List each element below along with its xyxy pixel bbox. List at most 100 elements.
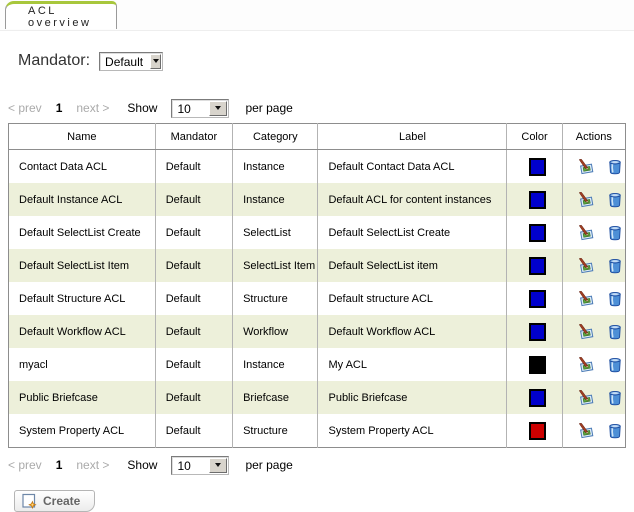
delete-acl-icon[interactable] <box>607 324 623 340</box>
create-button-label: Create <box>43 494 80 508</box>
table-row: myaclDefaultInstanceMy ACL <box>9 348 626 381</box>
per-page-label: per page <box>245 458 292 472</box>
name-cell: Contact Data ACL <box>9 150 156 184</box>
label-cell: Default Workflow ACL <box>318 315 507 348</box>
table-row: Default Instance ACLDefaultInstanceDefau… <box>9 183 626 216</box>
edit-acl-icon[interactable] <box>578 291 594 307</box>
header-actions: Actions <box>562 124 625 150</box>
delete-acl-icon[interactable] <box>607 159 623 175</box>
mandator-select[interactable]: Default <box>99 52 163 71</box>
table-row: Default Structure ACLDefaultStructureDef… <box>9 282 626 315</box>
color-swatch <box>529 158 546 176</box>
acl-table-header: Name Mandator Category Label Color Actio… <box>9 124 626 150</box>
edit-acl-icon[interactable] <box>578 390 594 406</box>
name-cell: Default Workflow ACL <box>9 315 156 348</box>
category-cell: Instance <box>233 183 318 216</box>
edit-acl-icon[interactable] <box>578 357 594 373</box>
mandator-cell: Default <box>155 150 232 184</box>
actions-cell <box>562 282 625 315</box>
page-size-select-button[interactable] <box>209 458 227 473</box>
chevron-down-icon <box>215 463 221 467</box>
prev-page-link[interactable]: < prev <box>8 101 42 115</box>
edit-acl-icon[interactable] <box>578 258 594 274</box>
actions-cell <box>562 315 625 348</box>
delete-acl-icon[interactable] <box>607 225 623 241</box>
header-label: Label <box>318 124 507 150</box>
color-cell <box>507 249 562 282</box>
acl-table-body: Contact Data ACLDefaultInstanceDefault C… <box>9 150 626 448</box>
pagination-bottom: < prev 1 next > Show 10 per page <box>8 455 634 475</box>
label-cell: Default structure ACL <box>318 282 507 315</box>
category-cell: Structure <box>233 414 318 448</box>
label-cell: Public Briefcase <box>318 381 507 414</box>
edit-acl-icon[interactable] <box>578 225 594 241</box>
edit-acl-icon[interactable] <box>578 159 594 175</box>
name-cell: Default SelectList Item <box>9 249 156 282</box>
table-row: Default Workflow ACLDefaultWorkflowDefau… <box>9 315 626 348</box>
color-swatch <box>529 323 546 341</box>
delete-acl-icon[interactable] <box>607 423 623 439</box>
mandator-cell: Default <box>155 348 232 381</box>
mandator-cell: Default <box>155 315 232 348</box>
color-swatch <box>529 389 546 407</box>
page-size-value: 10 <box>172 100 208 117</box>
actions-cell <box>562 216 625 249</box>
name-cell: Public Briefcase <box>9 381 156 414</box>
acl-table: Name Mandator Category Label Color Actio… <box>8 123 626 448</box>
edit-acl-icon[interactable] <box>578 324 594 340</box>
create-acl-button[interactable]: Create <box>14 490 95 512</box>
color-cell <box>507 216 562 249</box>
category-cell: Instance <box>233 348 318 381</box>
label-cell: Default ACL for content instances <box>318 183 507 216</box>
name-cell: myacl <box>9 348 156 381</box>
next-page-link[interactable]: next > <box>76 101 109 115</box>
mandator-filter-row: Mandator: Default <box>18 50 634 72</box>
actions-cell <box>562 348 625 381</box>
table-row: Contact Data ACLDefaultInstanceDefault C… <box>9 150 626 184</box>
per-page-label: per page <box>245 101 292 115</box>
pagination-top: < prev 1 next > Show 10 per page <box>8 98 634 118</box>
delete-acl-icon[interactable] <box>607 258 623 274</box>
delete-acl-icon[interactable] <box>607 390 623 406</box>
delete-acl-icon[interactable] <box>607 291 623 307</box>
actions-cell <box>562 183 625 216</box>
page-size-value: 10 <box>172 457 208 474</box>
delete-acl-icon[interactable] <box>607 357 623 373</box>
current-page-number: 1 <box>56 101 63 115</box>
chevron-down-icon <box>153 59 159 63</box>
category-cell: SelectList <box>233 216 318 249</box>
color-swatch <box>529 191 546 209</box>
mandator-select-button[interactable] <box>150 54 161 69</box>
category-cell: SelectList Item <box>233 249 318 282</box>
table-row: Default SelectList CreateDefaultSelectLi… <box>9 216 626 249</box>
actions-cell <box>562 381 625 414</box>
page-size-select[interactable]: 10 <box>171 456 229 475</box>
edit-acl-icon[interactable] <box>578 423 594 439</box>
color-cell <box>507 315 562 348</box>
delete-acl-icon[interactable] <box>607 192 623 208</box>
edit-acl-icon[interactable] <box>578 192 594 208</box>
tab-acl-overview-label: ACL overview <box>28 5 116 29</box>
header-color: Color <box>507 124 562 150</box>
page-size-select[interactable]: 10 <box>171 99 229 118</box>
mandator-cell: Default <box>155 381 232 414</box>
category-cell: Workflow <box>233 315 318 348</box>
prev-page-link[interactable]: < prev <box>8 458 42 472</box>
name-cell: Default SelectList Create <box>9 216 156 249</box>
label-cell: Default SelectList Create <box>318 216 507 249</box>
table-row: Default SelectList ItemDefaultSelectList… <box>9 249 626 282</box>
category-cell: Structure <box>233 282 318 315</box>
acl-overview-page: { "tab": { "label": "ACL overview" }, "m… <box>0 0 634 510</box>
tab-acl-overview[interactable]: ACL overview <box>5 1 117 29</box>
next-page-link[interactable]: next > <box>76 458 109 472</box>
page-size-select-button[interactable] <box>209 101 227 116</box>
name-cell: Default Instance ACL <box>9 183 156 216</box>
color-cell <box>507 414 562 448</box>
actions-cell <box>562 249 625 282</box>
color-cell <box>507 381 562 414</box>
mandator-cell: Default <box>155 414 232 448</box>
category-cell: Briefcase <box>233 381 318 414</box>
color-cell <box>507 282 562 315</box>
tab-strip: ACL overview <box>0 0 634 31</box>
color-cell <box>507 183 562 216</box>
